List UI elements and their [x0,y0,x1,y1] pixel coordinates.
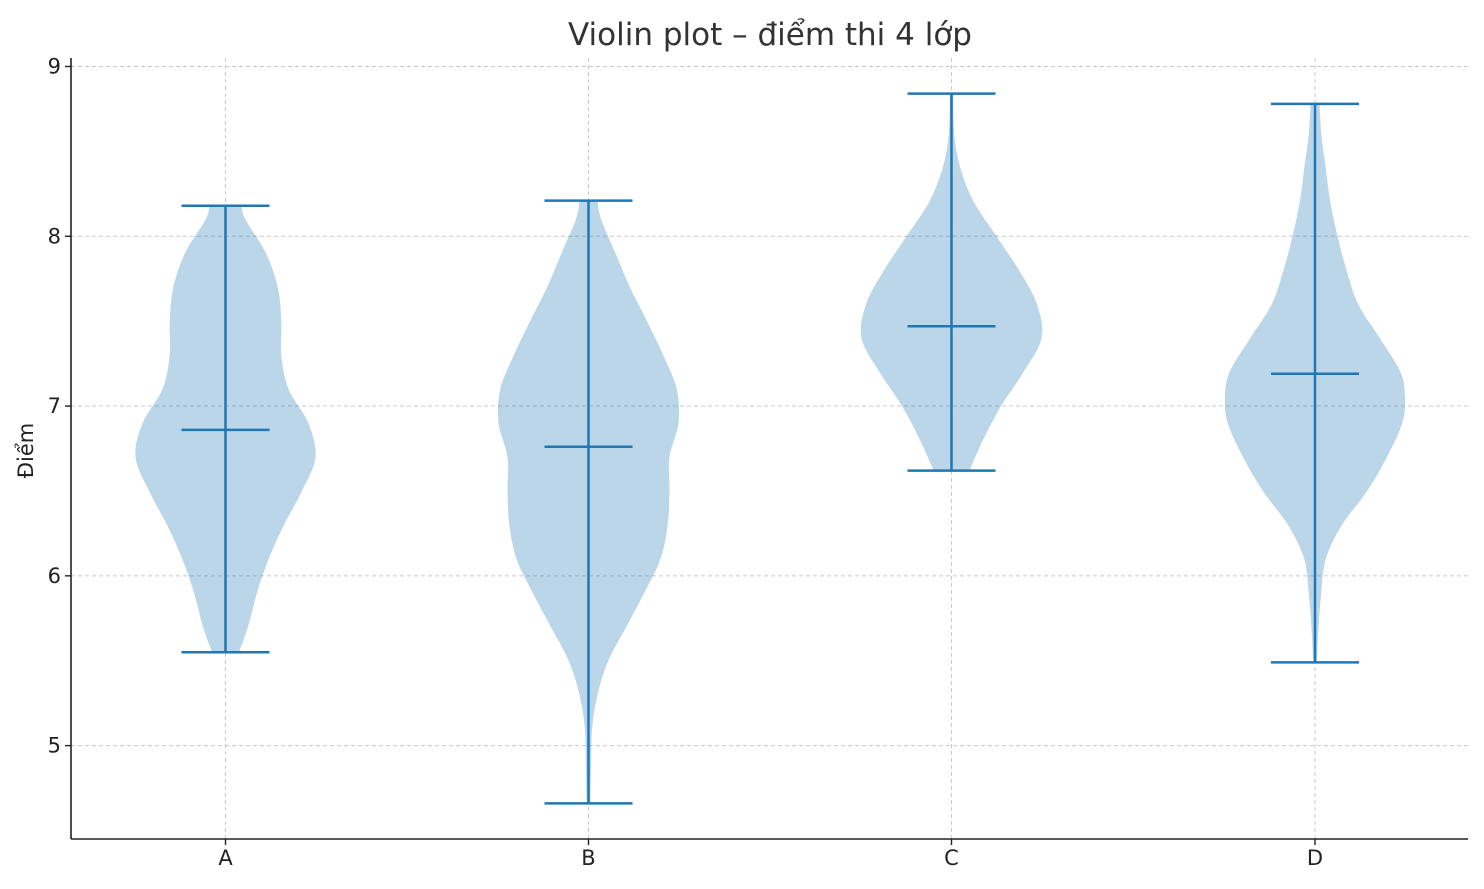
y-tick-label: 7 [48,394,61,418]
y-tick-label: 6 [48,564,61,588]
chart-title: Violin plot – điểm thi 4 lớp [568,17,972,53]
x-tick-label: B [581,846,595,870]
violins [135,92,1406,805]
y-tick-label: 5 [48,734,61,758]
x-tick-label: C [944,846,959,870]
grid [71,58,1468,839]
y-axis-label: Điểm [14,423,38,478]
axes: 5 6 7 8 9 A B C D [48,54,1468,870]
x-tick-label: A [218,846,233,870]
y-tick-label: 9 [48,54,61,78]
y-tick-label: 8 [48,224,61,248]
x-tick-label: D [1307,846,1323,870]
